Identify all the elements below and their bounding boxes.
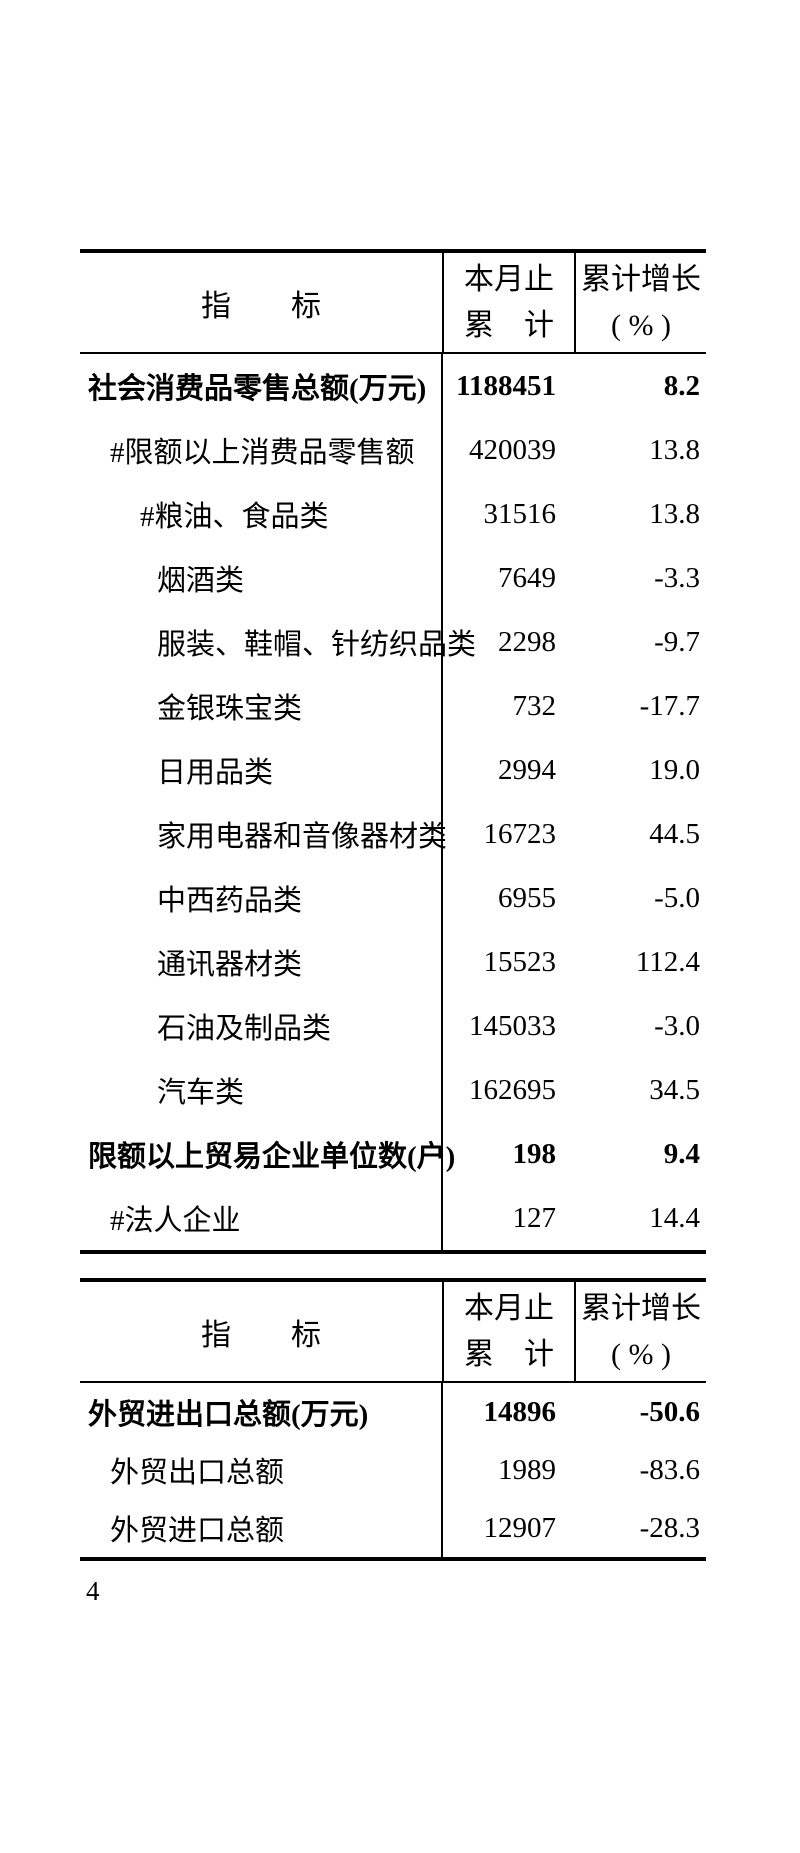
row-growth: -50.6 — [639, 1395, 700, 1428]
row-value: 162695 — [469, 1073, 556, 1106]
table-row: 汽车类 162695 34.5 — [80, 1058, 706, 1122]
row-label: 石油及制品类 — [157, 1013, 332, 1045]
row-growth: -17.7 — [639, 689, 700, 722]
table-row: #限额以上消费品零售额 420039 13.8 — [80, 418, 706, 482]
header-cumulative-line2: 累 计 — [464, 1337, 554, 1371]
row-label: 汽车类 — [157, 1077, 245, 1109]
table-header: 指 标 本月止 累 计 累计增长 ( % ) — [80, 1282, 706, 1383]
page-number: 4 — [86, 1576, 100, 1606]
row-label: 日用品类 — [157, 757, 274, 789]
row-label: 家用电器和音像器材类 — [157, 821, 448, 853]
table-row: 石油及制品类 145033 -3.0 — [80, 994, 706, 1058]
row-value: 6955 — [498, 881, 556, 914]
row-growth: 19.0 — [649, 753, 700, 786]
row-label: 烟酒类 — [157, 565, 245, 597]
row-label: 外贸进口总额 — [110, 1515, 285, 1547]
row-growth: -3.0 — [654, 1009, 700, 1042]
row-growth: 34.5 — [649, 1073, 700, 1106]
header-indicator: 指 标 — [201, 1318, 321, 1352]
row-growth: 9.4 — [663, 1137, 700, 1170]
row-label: 服装、鞋帽、针纺织品类 — [157, 629, 477, 661]
row-value: 1188451 — [456, 369, 556, 402]
table-row: #粮油、食品类 31516 13.8 — [80, 482, 706, 546]
table-body: 社会消费品零售总额(万元) 1188451 8.2 #限额以上消费品零售额 42… — [80, 354, 706, 1250]
header-cumulative: 本月止 累 计 — [442, 253, 574, 352]
row-value: 31516 — [483, 497, 557, 530]
row-value: 7649 — [498, 561, 556, 594]
row-value: 127 — [512, 1201, 557, 1234]
header-cumulative-line1: 本月止 — [464, 1291, 554, 1325]
header-cumulative-line2: 累 计 — [464, 308, 554, 342]
table-row: 外贸进出口总额(万元) 14896 -50.6 — [80, 1383, 706, 1441]
row-value: 198 — [512, 1137, 557, 1170]
row-growth: 13.8 — [649, 433, 700, 466]
table-row: 金银珠宝类 732 -17.7 — [80, 674, 706, 738]
row-label: 外贸进出口总额(万元) — [88, 1399, 369, 1431]
table-row: 中西药品类 6955 -5.0 — [80, 866, 706, 930]
row-label: 外贸出口总额 — [110, 1457, 285, 1489]
header-growth-line1: 累计增长 — [581, 262, 701, 296]
row-label: #限额以上消费品零售额 — [110, 437, 415, 469]
row-growth: -5.0 — [654, 881, 700, 914]
table-row: 限额以上贸易企业单位数(户) 198 9.4 — [80, 1122, 706, 1186]
table-row: 服装、鞋帽、针纺织品类 2298 -9.7 — [80, 610, 706, 674]
row-growth: -9.7 — [654, 625, 700, 658]
row-growth: -83.6 — [639, 1453, 700, 1486]
row-label: 金银珠宝类 — [157, 693, 303, 725]
row-value: 12907 — [483, 1511, 557, 1544]
row-label: 通讯器材类 — [157, 949, 303, 981]
header-cumulative: 本月止 累 计 — [442, 1282, 574, 1381]
row-growth: 14.4 — [649, 1201, 700, 1234]
row-label: 限额以上贸易企业单位数(户) — [88, 1141, 456, 1173]
header-growth-line2: ( % ) — [611, 1337, 671, 1371]
header-growth-line1: 累计增长 — [581, 1291, 701, 1325]
row-growth: 8.2 — [663, 369, 700, 402]
foreign-trade-table: 指 标 本月止 累 计 累计增长 ( % ) 外贸进出口总额(万元) 14896… — [80, 1278, 706, 1561]
row-value: 2298 — [498, 625, 556, 658]
header-cumulative-line1: 本月止 — [464, 262, 554, 296]
row-label: 中西药品类 — [157, 885, 303, 917]
row-growth: -3.3 — [654, 561, 700, 594]
row-value: 16723 — [483, 817, 557, 850]
row-value: 145033 — [469, 1009, 556, 1042]
row-label: 社会消费品零售总额(万元) — [88, 373, 427, 405]
row-value: 420039 — [469, 433, 556, 466]
header-growth: 累计增长 ( % ) — [574, 1282, 706, 1381]
row-growth: 13.8 — [649, 497, 700, 530]
row-growth: 44.5 — [649, 817, 700, 850]
row-value: 14896 — [483, 1395, 557, 1428]
table-header: 指 标 本月止 累 计 累计增长 ( % ) — [80, 253, 706, 354]
row-growth: 112.4 — [635, 945, 700, 978]
retail-trade-table: 指 标 本月止 累 计 累计增长 ( % ) 社会消费品零售总额(万元) 118… — [80, 249, 706, 1254]
row-label: #粮油、食品类 — [140, 501, 329, 533]
header-growth: 累计增长 ( % ) — [574, 253, 706, 352]
row-value: 732 — [512, 689, 557, 722]
row-value: 1989 — [498, 1453, 556, 1486]
table-row: 日用品类 2994 19.0 — [80, 738, 706, 802]
table-row: #法人企业 127 14.4 — [80, 1186, 706, 1250]
table-body: 外贸进出口总额(万元) 14896 -50.6 外贸出口总额 1989 -83.… — [80, 1383, 706, 1557]
table-row: 外贸进口总额 12907 -28.3 — [80, 1499, 706, 1557]
table-row: 烟酒类 7649 -3.3 — [80, 546, 706, 610]
row-value: 15523 — [483, 945, 557, 978]
row-value: 2994 — [498, 753, 556, 786]
table-row: 外贸出口总额 1989 -83.6 — [80, 1441, 706, 1499]
header-growth-line2: ( % ) — [611, 308, 671, 342]
table-row: 家用电器和音像器材类 16723 44.5 — [80, 802, 706, 866]
row-growth: -28.3 — [639, 1511, 700, 1544]
table-row: 社会消费品零售总额(万元) 1188451 8.2 — [80, 354, 706, 418]
header-indicator: 指 标 — [201, 289, 321, 323]
row-label: #法人企业 — [110, 1205, 241, 1237]
table-row: 通讯器材类 15523 112.4 — [80, 930, 706, 994]
